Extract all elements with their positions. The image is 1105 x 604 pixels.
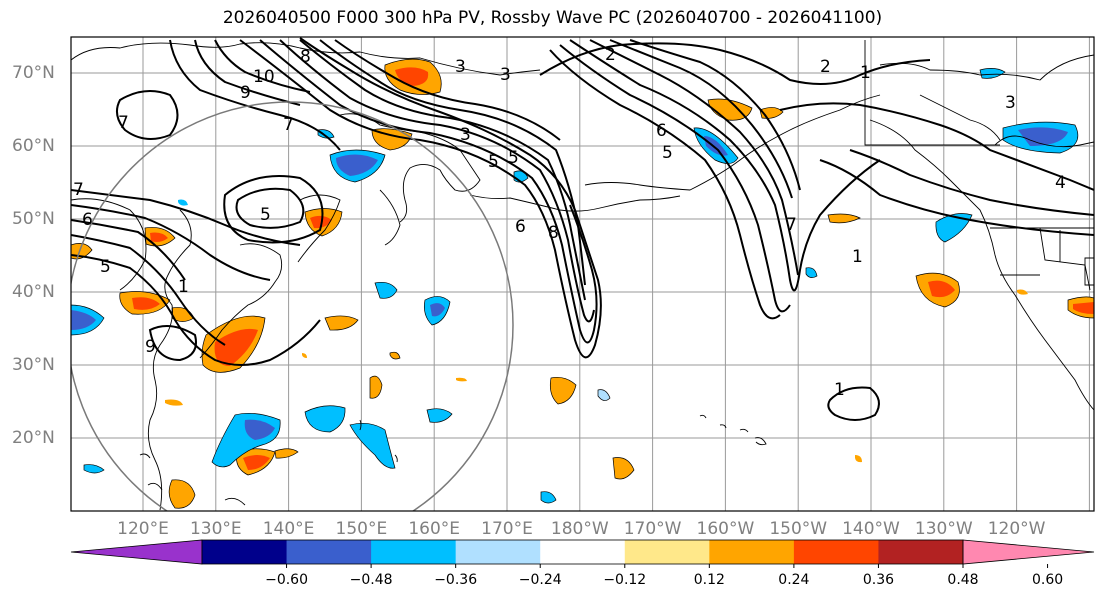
colorbar-tick-label: 0.12 [694, 572, 725, 588]
colorbar-tick-label: −0.36 [434, 572, 477, 588]
colorbar-segment [878, 540, 964, 564]
contour-label: 8 [300, 47, 311, 67]
colorbar-segment [455, 540, 541, 564]
colorbar-segment [202, 540, 288, 564]
colorbar-tick-label: 0.60 [1032, 572, 1063, 588]
contour-label: 7 [118, 113, 129, 133]
colorbar-segment [709, 540, 795, 564]
colorbar: −0.60 −0.48 −0.36 −0.24 −0.12 0.12 0.24 0.36 0.4… [70, 539, 1095, 588]
lat-label: 40°N [12, 282, 55, 302]
contour-label: 5 [260, 205, 271, 225]
lon-label: 170°W [624, 519, 682, 539]
contour-label: 5 [100, 257, 111, 277]
colorbar-min-extend [70, 539, 203, 565]
map-title: 2026040500 F000 300 hPa PV, Rossby Wave … [222, 8, 883, 28]
colorbar-segment [540, 540, 626, 564]
contour-label-group: 10 9 8 7 7 6 5 5 5 5 3 3 9 7 6 5 4 3 2 1… [73, 45, 1066, 400]
lon-label: 120°W [988, 519, 1046, 539]
colorbar-tick-label: −0.48 [350, 572, 393, 588]
lon-label: 150°E [336, 519, 388, 539]
contour-label: 5 [662, 143, 673, 163]
contour-label: 9 [240, 83, 251, 103]
lat-label: 60°N [12, 136, 55, 156]
lat-label: 20°N [12, 428, 55, 448]
contour-label: 6 [82, 210, 93, 230]
colorbar-segment [371, 540, 457, 564]
contour-label: 3 [460, 125, 471, 145]
colorbar-tick-label: 0.48 [947, 572, 978, 588]
contour-label: 4 [1055, 173, 1066, 193]
contour-label: 1 [852, 247, 863, 267]
contour-label: 2 [820, 57, 831, 77]
colorbar-tick-label: 0.24 [778, 572, 809, 588]
lon-label: 160°E [408, 519, 460, 539]
contour-label: 1 [178, 277, 189, 297]
contour-label: 5 [508, 148, 519, 168]
lon-label: 130°E [190, 519, 242, 539]
contour-label: 1 [860, 63, 871, 83]
contour-label: 7 [73, 180, 84, 200]
longitude-labels: 120°E 130°E 140°E 150°E 160°E 170°E 180°W 170°W… [117, 519, 1046, 539]
pv-contours [71, 37, 1094, 421]
colorbar-tick-label: −0.24 [519, 572, 562, 588]
lon-label: 130°W [915, 519, 973, 539]
contour-label: 6 [515, 217, 526, 237]
lat-label: 30°N [12, 355, 55, 375]
pv-anomaly-shading [71, 58, 1094, 509]
colorbar-outline [201, 539, 964, 565]
contour-label: 10 [253, 67, 275, 87]
map-border [70, 36, 1095, 512]
lon-label: 180°W [551, 519, 609, 539]
coastlines [71, 40, 1094, 511]
contour-label: 2 [605, 45, 616, 65]
lon-label: 140°E [263, 519, 315, 539]
colorbar-tick-label: −0.12 [603, 572, 646, 588]
lon-label: 150°W [769, 519, 827, 539]
contour-label: 1 [834, 380, 845, 400]
colorbar-max-extend [962, 539, 1095, 565]
contour-label: 7 [283, 115, 294, 135]
colorbar-tick-label: 0.36 [863, 572, 894, 588]
colorbar-segment [793, 540, 879, 564]
contour-label: 5 [488, 152, 499, 172]
contour-label: 9 [145, 337, 156, 357]
lon-label: 170°E [481, 519, 533, 539]
contour-label: 6 [656, 121, 667, 141]
contour-label: 3 [1005, 93, 1016, 113]
contour-label: 8 [548, 223, 559, 243]
contour-label: 7 [786, 215, 797, 235]
lat-label: 50°N [12, 209, 55, 229]
contour-label: 3 [455, 57, 466, 77]
contour-label: 3 [500, 65, 511, 85]
latitude-labels: 70°N 60°N 50°N 40°N 30°N 20°N [12, 63, 55, 448]
colorbar-segment [624, 540, 710, 564]
lat-label: 70°N [12, 63, 55, 83]
colorbar-segment [286, 540, 372, 564]
lon-label: 160°W [697, 519, 755, 539]
lon-label: 120°E [117, 519, 169, 539]
range-circle [71, 101, 514, 511]
colorbar-tick-label: −0.60 [265, 572, 308, 588]
lon-label: 140°W [842, 519, 900, 539]
